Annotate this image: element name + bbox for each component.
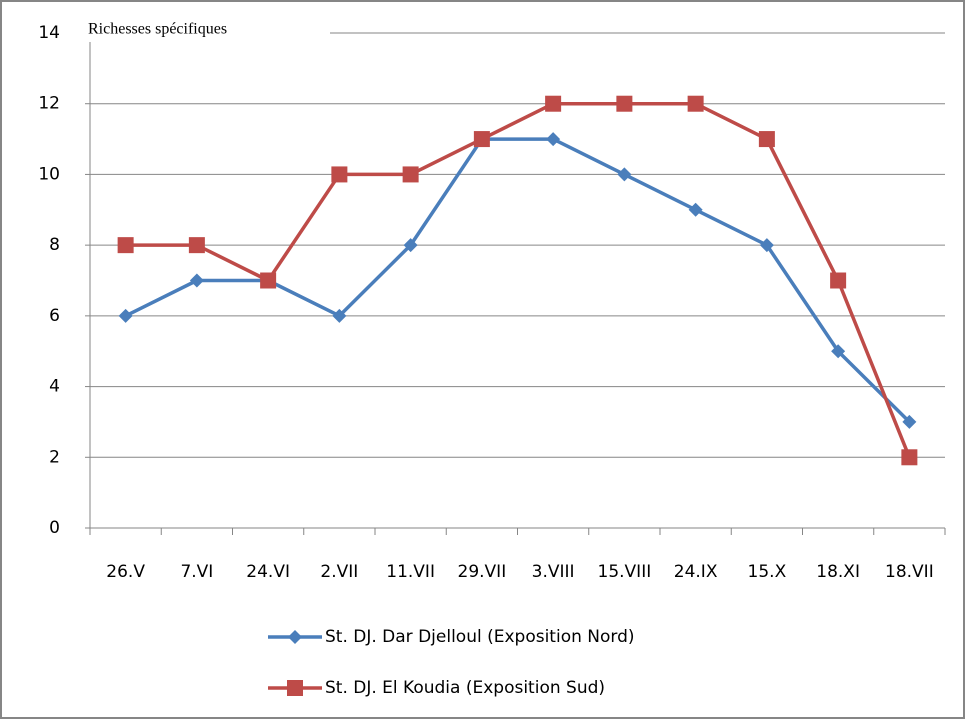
y-tick-label: 12	[38, 94, 60, 114]
x-tick-label: 29.VII	[458, 562, 507, 582]
data-point	[758, 131, 775, 148]
data-point	[117, 237, 134, 254]
data-point	[688, 202, 703, 217]
data-point	[831, 344, 846, 359]
data-point	[546, 132, 561, 147]
x-tick-label: 24.VI	[246, 562, 290, 582]
data-point	[616, 95, 633, 112]
data-point	[902, 414, 917, 429]
data-point	[830, 272, 847, 289]
y-tick-label: 10	[38, 164, 60, 184]
y-tick-label: 14	[38, 23, 60, 43]
legend-label: St. DJ. El Koudia (Exposition Sud)	[325, 678, 605, 698]
data-point	[473, 131, 490, 148]
data-point	[189, 273, 204, 288]
x-tick-label: 24.IX	[674, 562, 718, 582]
x-tick-label: 18.VII	[885, 562, 934, 582]
data-point	[403, 238, 418, 253]
data-point	[759, 238, 774, 253]
chart-title: Richesses spécifiques	[88, 21, 227, 38]
x-tick-label: 2.VII	[320, 562, 358, 582]
series-line	[124, 137, 911, 424]
y-tick-label: 2	[49, 447, 60, 467]
data-point	[118, 308, 133, 323]
x-tick-label: 15.X	[748, 562, 787, 582]
series-line	[125, 101, 911, 458]
data-point	[901, 449, 918, 466]
legend-marker	[287, 680, 303, 696]
data-point	[332, 308, 347, 323]
data-point	[402, 166, 419, 183]
y-tick-label: 4	[49, 377, 60, 397]
x-tick-label: 3.VIII	[532, 562, 575, 582]
y-tick-label: 6	[49, 306, 60, 326]
y-tick-label: 0	[49, 518, 60, 538]
data-point	[260, 272, 277, 289]
x-tick-label: 18.XI	[816, 562, 860, 582]
legend-label: St. DJ. Dar Djelloul (Exposition Nord)	[325, 627, 635, 647]
legend-marker	[288, 630, 302, 644]
title-background	[84, 18, 330, 42]
data-point	[188, 237, 205, 254]
x-tick-label: 11.VII	[386, 562, 435, 582]
x-tick-label: 26.V	[106, 562, 145, 582]
x-tick-label: 15.VIII	[598, 562, 652, 582]
data-point	[331, 166, 348, 183]
data-point	[617, 167, 632, 182]
y-tick-label: 8	[49, 235, 60, 255]
x-tick-label: 7.VI	[180, 562, 213, 582]
data-point	[545, 95, 562, 112]
data-point	[687, 95, 704, 112]
